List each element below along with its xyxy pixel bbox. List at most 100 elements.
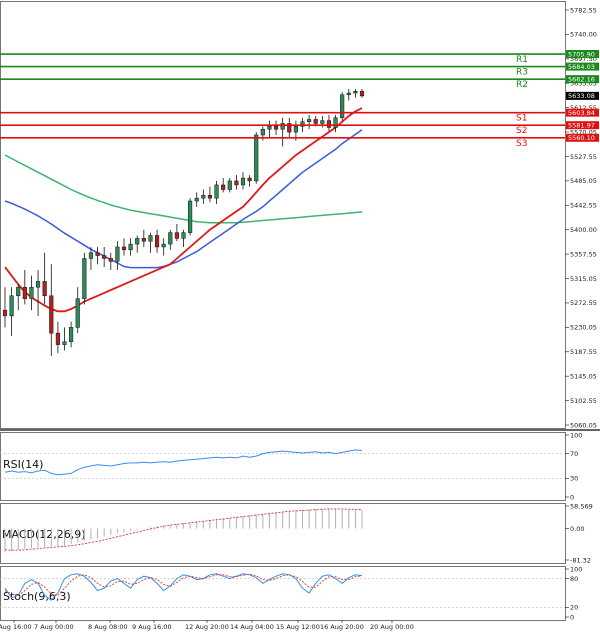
candle-body xyxy=(194,197,199,202)
price-tick-label: 5187.55 xyxy=(570,348,597,356)
price-tick-label: 5102.55 xyxy=(570,397,597,405)
level-badge-label: 5581.97 xyxy=(568,122,595,130)
candle-body xyxy=(287,123,292,133)
candle-body xyxy=(69,327,74,342)
candle-body xyxy=(49,295,54,334)
candle-body xyxy=(121,246,127,251)
macd-tick-label: 58.569 xyxy=(570,502,593,510)
stoch-k-line xyxy=(4,573,363,601)
macd-tick-label: 0.00 xyxy=(570,525,584,533)
time-tick-label: 8 Aug 08:00 xyxy=(88,623,128,631)
candle-body xyxy=(300,121,305,127)
stoch-tick-label: 20 xyxy=(570,604,578,612)
candle-body xyxy=(254,134,259,182)
time-tick-label: 14 Aug 04:00 xyxy=(230,623,274,631)
candle-body xyxy=(88,252,94,259)
rsi-label: RSI(14) xyxy=(3,458,43,471)
price-tick-label: 5485.05 xyxy=(570,177,597,185)
level-badge xyxy=(566,133,599,142)
price-tick-label: 5272.55 xyxy=(570,299,597,307)
candle-body xyxy=(154,235,160,248)
candle-body xyxy=(267,126,272,130)
rsi-pane: RSI(14) 100 70 30 0 xyxy=(0,431,582,501)
time-tick-label: 9 Aug 16:00 xyxy=(132,623,172,631)
candle-body xyxy=(273,126,279,130)
time-axis: 6 Aug 16:007 Aug 00:00 8 Aug 08:00 9 Aug 1… xyxy=(0,620,414,631)
candle-body xyxy=(55,332,60,345)
price-tick-label: 5315.05 xyxy=(570,275,597,283)
candle-body xyxy=(141,238,146,242)
time-tick-label: 6 Aug 16:00 xyxy=(0,623,32,631)
level-badge-label: 5560.10 xyxy=(568,134,595,142)
candle-body xyxy=(207,195,213,199)
candle-body xyxy=(240,177,246,186)
pane-frame xyxy=(0,503,566,564)
ma-fast-line xyxy=(4,107,363,313)
ma-mid-line xyxy=(4,129,363,269)
price-tick-label: 5527.55 xyxy=(570,153,597,161)
candle-body xyxy=(115,246,120,262)
price-tick-label: 5060.05 xyxy=(570,421,597,429)
candle-body xyxy=(2,309,8,317)
rsi-line xyxy=(4,449,363,476)
level-badge xyxy=(566,62,599,71)
price-tick-label: 5442.55 xyxy=(570,202,597,210)
time-tick-label: 12 Aug 20:00 xyxy=(185,623,229,631)
candle-body xyxy=(307,119,312,122)
candle-body xyxy=(135,238,140,245)
price-axis: 5782.55 5740.00 5697.50 5655.05 5612.55 5570.… xyxy=(565,6,597,429)
level-badge xyxy=(566,121,599,130)
time-tick-label: 20 Aug 00:00 xyxy=(370,623,414,631)
level-badge-label: 5603.84 xyxy=(568,109,595,117)
candle-body xyxy=(181,232,186,239)
price-tick-label: 5145.05 xyxy=(570,372,597,380)
level-badge-label: 5684.03 xyxy=(568,63,595,71)
price-tick-label: 5400.00 xyxy=(570,226,597,234)
candle-body xyxy=(16,286,21,297)
level-badge xyxy=(566,75,599,84)
candle-body xyxy=(214,184,219,199)
candle-body xyxy=(201,195,206,199)
candle-body xyxy=(22,286,27,299)
candle-body xyxy=(247,177,252,182)
candle-body xyxy=(221,184,226,190)
stoch-tick-label: 0 xyxy=(570,613,574,621)
candle-body xyxy=(29,286,34,299)
pane-frame xyxy=(0,432,566,501)
pane-frame xyxy=(0,566,566,621)
pane-frame xyxy=(0,1,566,429)
rsi-tick-label: 70 xyxy=(570,450,578,458)
candle-body xyxy=(353,91,358,94)
price-tick-label: 5740.00 xyxy=(570,31,597,39)
candle-body xyxy=(42,281,47,297)
stoch-d-line xyxy=(4,573,363,596)
time-tick-label: 7 Aug 00:00 xyxy=(34,623,74,631)
candle-body xyxy=(340,94,345,118)
rsi-tick-label: 0 xyxy=(570,493,574,501)
rsi-tick-label: 100 xyxy=(570,431,582,439)
level-badge xyxy=(566,50,599,59)
candle-body xyxy=(227,180,232,190)
candle-body xyxy=(9,295,14,317)
level-name-s3: S3 xyxy=(516,139,527,149)
level-badge-label: 5705.90 xyxy=(568,50,595,58)
candle-body xyxy=(359,91,365,97)
candle-body xyxy=(320,120,325,124)
level-name-r1: R1 xyxy=(516,55,528,65)
candle-body xyxy=(174,232,179,239)
price-tick-label: 5570.05 xyxy=(570,128,597,136)
macd-signal-line xyxy=(4,508,363,551)
level-badge-label: 5662.16 xyxy=(568,75,595,83)
candle-body xyxy=(75,298,80,328)
ma-slow-line xyxy=(4,154,363,224)
price-tick-label: 5655.05 xyxy=(570,80,597,88)
candle-body xyxy=(188,200,193,233)
level-name-r3: R3 xyxy=(516,68,528,78)
candle-body xyxy=(333,117,338,128)
level-name-r2: R2 xyxy=(516,80,528,90)
current-price-label: 5633.08 xyxy=(568,92,595,100)
candle-body xyxy=(102,255,107,259)
stoch-tick-label: 100 xyxy=(570,565,582,573)
